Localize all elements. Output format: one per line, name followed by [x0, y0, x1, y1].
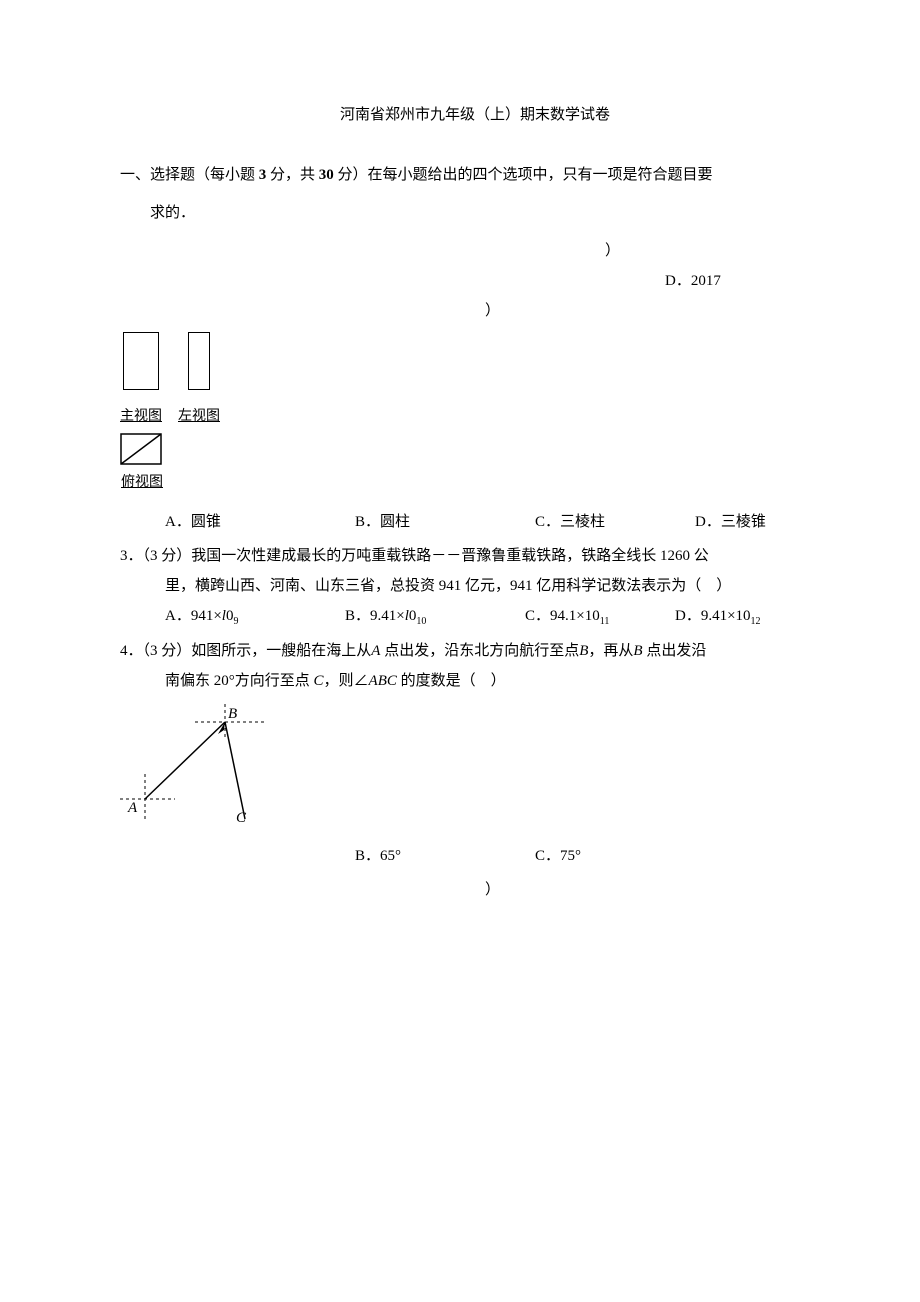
section-header-line1: 一、选择题（每小题 3 分，共 30 分）在每小题给出的四个选项中，只有一项是符… — [120, 160, 800, 190]
q4: 4．（3 分）如图所示，一艘船在海上从A 点出发，沿东北方向航行至点B，再从B … — [120, 636, 800, 871]
left-view-item: 左视图 — [178, 332, 220, 431]
q1-spacer — [165, 266, 665, 296]
q3-d-pre: D．9.41×10 — [675, 608, 751, 624]
q3-d-exp: 12 — [751, 616, 761, 627]
section-header-30: 30 — [319, 167, 334, 183]
top-view-triangle — [120, 433, 164, 467]
q3-c-pre: C．94.1×10 — [525, 608, 600, 624]
main-view-item: 主视图 — [120, 332, 162, 431]
q3-options: A．941×l09 B．9.41×l010 C．94.1×1011 D．9.41… — [120, 601, 800, 632]
q2-partial-paren: ） — [120, 296, 800, 326]
views-row-2: 俯视图 — [120, 433, 800, 497]
q4-l1-mid2: ，再从 — [588, 643, 633, 659]
q4-l1-B: B — [579, 643, 588, 659]
q3-option-d: D．9.41×1012 — [675, 601, 800, 632]
q4-l2-mid: ，则∠ — [324, 673, 369, 689]
views-row-1: 主视图 左视图 — [120, 332, 800, 431]
q1-partial-paren: ） — [120, 236, 800, 266]
q3-a-pre: A．941× — [165, 608, 222, 624]
q4-l1-B2: B — [633, 643, 642, 659]
q4-line1: 4．（3 分）如图所示，一艘船在海上从A 点出发，沿东北方向航行至点B，再从B … — [120, 636, 800, 666]
q4-l1-pre: 4．（3 分）如图所示，一艘船在海上从 — [120, 643, 371, 659]
top-view-item: 俯视图 — [120, 433, 164, 497]
q2-option-a: A．圆锥 — [165, 507, 355, 537]
q4-line2: 南偏东 20°方向行至点 C，则∠ABC 的度数是（ ） — [120, 666, 800, 696]
q3-a-exp: 9 — [233, 616, 238, 627]
q1-option-d: D．2017 — [665, 266, 721, 296]
q4-l2-pre: 南偏东 20°方向行至点 — [165, 673, 314, 689]
q3-b-pre: B．9.41× — [345, 608, 405, 624]
q4-option-c: C．75° — [535, 841, 715, 871]
q4-option-b: B．65° — [355, 841, 535, 871]
q2-option-b: B．圆柱 — [355, 507, 535, 537]
document-title: 河南省郑州市九年级（上）期末数学试卷 — [120, 100, 800, 130]
main-view-box — [123, 332, 159, 390]
q3-option-a: A．941×l09 — [165, 601, 345, 632]
section-header-post: 分）在每小题给出的四个选项中，只有一项是符合题目要 — [334, 167, 713, 183]
top-view-label: 俯视图 — [120, 469, 164, 497]
q3-b-exp: 10 — [416, 616, 426, 627]
q3-c-exp: 11 — [600, 616, 610, 627]
q4-ship-diagram: A B C — [120, 704, 800, 835]
q2-option-d: D．三棱锥 — [695, 507, 800, 537]
left-view-label: 左视图 — [178, 403, 220, 431]
q3-line2: 里，横跨山西、河南、山东三省，总投资 941 亿元，941 亿用科学记数法表示为… — [120, 571, 800, 601]
q2-views-diagram: 主视图 左视图 俯视图 — [120, 332, 800, 497]
q3: 3．（3 分）我国一次性建成最长的万吨重载铁路－－晋豫鲁重载铁路，铁路全线长 1… — [120, 541, 800, 632]
q5-partial-paren: ） — [120, 875, 800, 905]
q3-option-b: B．9.41×l010 — [345, 601, 525, 632]
left-view-box — [188, 332, 210, 390]
section-header-line2: 求的． — [120, 198, 800, 228]
q2-option-c: C．三棱柱 — [535, 507, 695, 537]
q4-l2-C: C — [314, 673, 324, 689]
q4-option-a — [165, 841, 355, 871]
q2-options: A．圆锥 B．圆柱 C．三棱柱 D．三棱锥 — [120, 507, 800, 537]
q4-l1-post: 点出发沿 — [643, 643, 707, 659]
q4-l1-mid: 点出发，沿东北方向航行至点 — [380, 643, 579, 659]
q4-options: B．65° C．75° — [120, 841, 800, 871]
q4-l2-post: 的度数是（ ） — [397, 673, 506, 689]
q3-line1: 3．（3 分）我国一次性建成最长的万吨重载铁路－－晋豫鲁重载铁路，铁路全线长 1… — [120, 541, 800, 571]
q4-l2-ABC: ABC — [369, 673, 397, 689]
section-header-pre: 一、选择题（每小题 — [120, 167, 259, 183]
main-view-label: 主视图 — [120, 403, 162, 431]
q4-option-d — [715, 841, 800, 871]
ship-label-C: C — [236, 810, 247, 824]
ship-label-B: B — [228, 706, 237, 722]
ship-svg: A B C — [120, 704, 280, 824]
q3-option-c: C．94.1×1011 — [525, 601, 675, 632]
section-header-mid: 分，共 — [266, 167, 319, 183]
q1-options-partial: D．2017 — [120, 266, 800, 296]
ship-label-A: A — [127, 800, 138, 816]
